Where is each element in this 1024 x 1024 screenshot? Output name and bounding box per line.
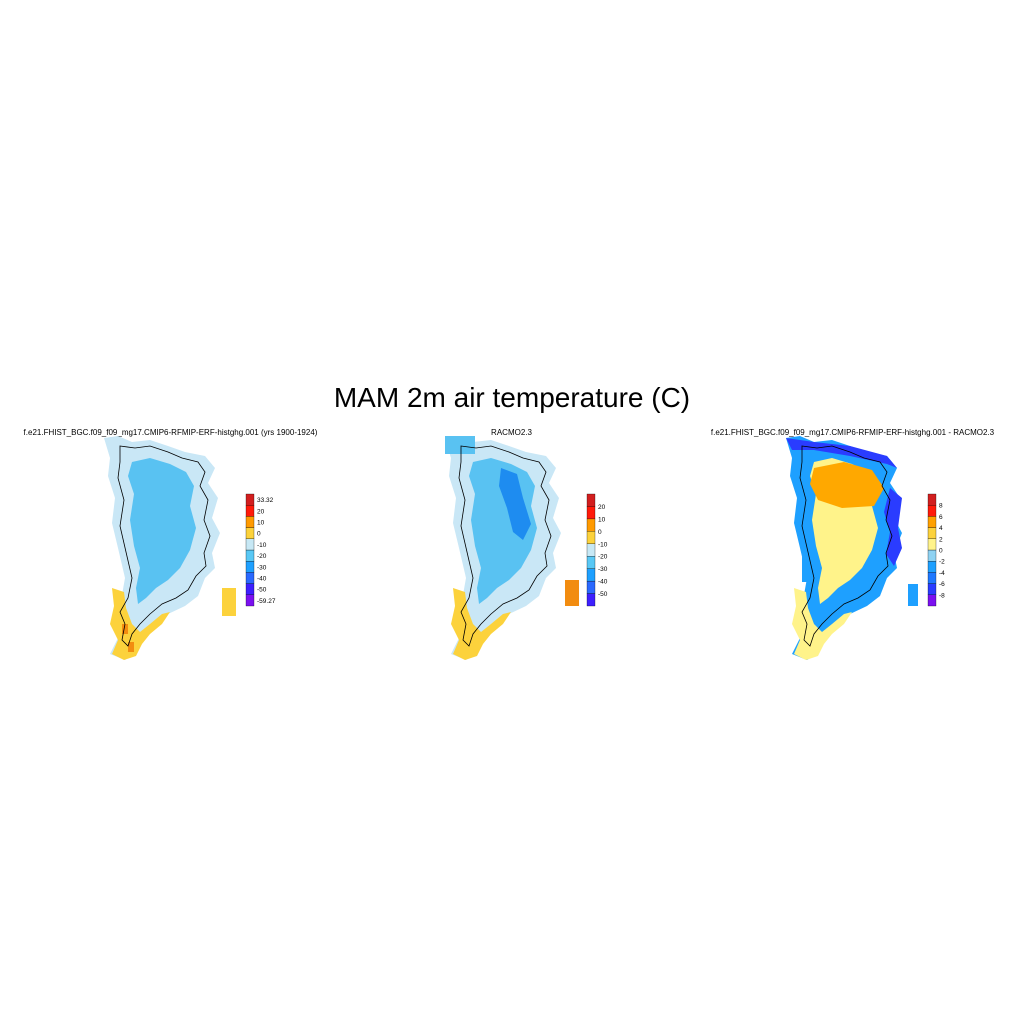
main-title: MAM 2m air temperature (C) xyxy=(333,382,691,413)
southern-coast-zone xyxy=(792,588,852,660)
colorbar-label: -6 xyxy=(939,581,945,588)
cold-anomaly-west xyxy=(802,548,808,582)
colorbar-label: -59.27 xyxy=(257,598,276,605)
colorbar-swatch xyxy=(586,506,596,520)
colorbar-swatch xyxy=(927,516,937,528)
colorbar-swatch xyxy=(927,572,937,584)
panel-model: f.e21.FHIST_BGC.f09_f09_mg17.CMIP6-RFMIP… xyxy=(0,428,341,668)
colorbar: -59.27 -50 -40 -30 -20 -10 0 10 20 33.32 xyxy=(245,493,276,607)
colorbar-label: -4 xyxy=(939,570,945,577)
greenland-map xyxy=(445,436,579,660)
colorbar-swatch xyxy=(245,538,255,551)
panel-title-difference: f.e21.FHIST_BGC.f09_f09_mg17.CMIP6-RFMIP… xyxy=(710,428,995,437)
map-racmo: -50 -40 -30 -20 -10 0 10 20 xyxy=(445,436,608,660)
colorbar-swatch xyxy=(245,549,255,562)
colorbar-label: -20 xyxy=(598,554,608,561)
colorbar-swatch xyxy=(245,505,255,517)
colorbar-label: 8 xyxy=(939,503,943,510)
colorbar-swatch xyxy=(586,580,596,594)
colorbar-swatch xyxy=(245,594,255,607)
colorbar-swatch xyxy=(586,543,596,557)
coastline xyxy=(117,445,211,647)
colorbar-swatch xyxy=(586,518,596,532)
cold-anomaly-north xyxy=(786,438,897,468)
colorbar-label: -8 xyxy=(939,592,945,599)
cold-core-zone xyxy=(499,468,531,540)
colorbar-label: 10 xyxy=(598,516,606,523)
colorbar-label: 2 xyxy=(939,536,943,543)
colorbar-swatch xyxy=(927,583,937,595)
colorbar-label: -50 xyxy=(257,587,267,594)
colorbar-swatch xyxy=(586,493,596,507)
colorbar-swatch xyxy=(586,531,596,544)
colorbar-label: 33.32 xyxy=(257,497,274,504)
coastline xyxy=(799,445,893,647)
colorbar-label: 4 xyxy=(939,525,943,532)
colorbar-label: 0 xyxy=(257,531,261,538)
panel-title-racmo: RACMO2.3 xyxy=(491,428,532,437)
colorbar-swatch xyxy=(586,593,596,607)
colorbar-label: 6 xyxy=(939,514,943,521)
warm-patch xyxy=(128,642,134,652)
colorbar-swatch xyxy=(245,527,255,539)
warm-anomaly-zone xyxy=(810,462,884,508)
southern-coast-zone xyxy=(110,588,170,660)
colorbar-swatch xyxy=(927,493,937,506)
colorbar-swatch xyxy=(927,594,937,607)
colorbar-label: 20 xyxy=(598,504,606,511)
colorbar-label: 0 xyxy=(939,548,943,555)
colorbar-label: 0 xyxy=(598,529,602,536)
warm-patch xyxy=(122,624,128,634)
colorbar-label: -30 xyxy=(257,564,267,571)
colorbar-label: -10 xyxy=(598,541,608,548)
colorbar-swatch xyxy=(245,583,255,595)
colorbar-label: -2 xyxy=(939,559,945,566)
panel-difference: f.e21.FHIST_BGC.f09_f09_mg17.CMIP6-RFMIP… xyxy=(682,428,1023,668)
colorbar-swatch xyxy=(927,561,937,573)
colorbar-swatch xyxy=(245,493,255,506)
iceland-patch xyxy=(565,580,579,606)
iceland-patch xyxy=(222,588,236,616)
northwest-land-zone xyxy=(445,436,475,454)
map-difference: -8 -6 -4 -2 0 2 4 6 8 xyxy=(786,436,945,660)
colorbar-label: -40 xyxy=(257,576,267,583)
colorbar-label: -40 xyxy=(598,579,608,586)
colorbar-label: -20 xyxy=(257,553,267,560)
coastline xyxy=(458,445,552,647)
greenland-map xyxy=(786,436,918,660)
colorbar-swatch xyxy=(927,549,937,562)
colorbar-swatch xyxy=(927,538,937,551)
interior-zone xyxy=(128,458,196,604)
iceland-patch xyxy=(908,584,918,606)
colorbar-swatch xyxy=(245,572,255,584)
colorbar-swatch xyxy=(927,505,937,517)
colorbar-label: -30 xyxy=(598,566,608,573)
southern-coast-zone xyxy=(451,588,511,660)
colorbar-swatch xyxy=(245,516,255,528)
colorbar-swatch xyxy=(927,527,937,539)
panel-racmo: RACMO2.3 -50 -40 -30 -20 -10 0 10 20 xyxy=(341,428,682,668)
colorbar-swatch xyxy=(586,556,596,569)
greenland-map xyxy=(104,436,236,660)
map-model: -59.27 -50 -40 -30 -20 -10 0 10 20 33.32 xyxy=(104,436,276,660)
colorbar-label: 20 xyxy=(257,508,265,515)
colorbar-label: -10 xyxy=(257,542,267,549)
colorbar: -50 -40 -30 -20 -10 0 10 20 xyxy=(586,493,608,607)
panel-title-model: f.e21.FHIST_BGC.f09_f09_mg17.CMIP6-RFMIP… xyxy=(23,428,318,437)
colorbar-swatch xyxy=(586,568,596,582)
colorbar: -8 -6 -4 -2 0 2 4 6 8 xyxy=(927,493,945,607)
colorbar-swatch xyxy=(245,561,255,573)
colorbar-label: -50 xyxy=(598,591,608,598)
colorbar-label: 10 xyxy=(257,520,265,527)
